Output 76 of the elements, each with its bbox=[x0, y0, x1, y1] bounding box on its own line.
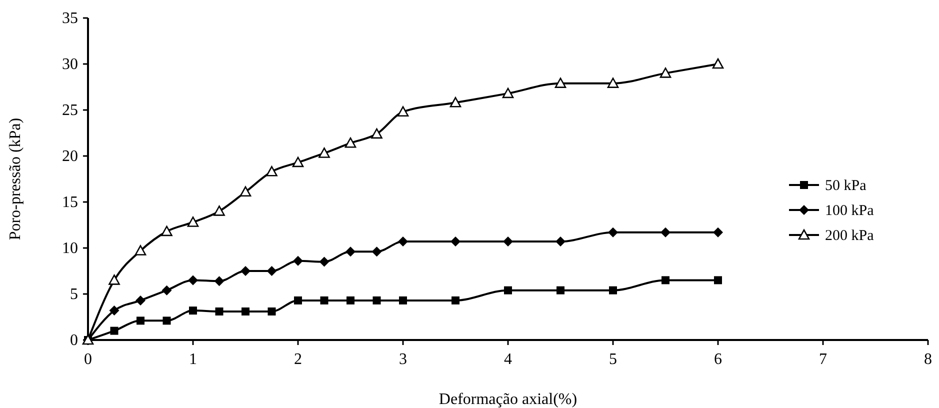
point bbox=[452, 296, 460, 304]
x-tick-label: 0 bbox=[84, 351, 92, 368]
x-tick-label: 7 bbox=[819, 351, 827, 368]
point bbox=[346, 296, 354, 304]
point bbox=[162, 285, 172, 296]
y-tick-label: 5 bbox=[70, 286, 78, 303]
point bbox=[214, 206, 225, 216]
legend-label: 100 kPa bbox=[825, 203, 874, 219]
legend-label: 50 kPa bbox=[825, 178, 867, 194]
point bbox=[266, 266, 277, 276]
x-tick-label: 6 bbox=[714, 351, 722, 368]
point bbox=[108, 274, 120, 285]
x-tick-label: 5 bbox=[609, 351, 617, 368]
point bbox=[320, 296, 328, 304]
x-tick-label: 8 bbox=[924, 351, 932, 368]
point bbox=[268, 307, 276, 316]
point bbox=[109, 306, 120, 316]
point bbox=[318, 148, 330, 158]
point bbox=[214, 276, 224, 286]
point bbox=[556, 286, 564, 294]
y-tick-label: 25 bbox=[62, 102, 78, 119]
point bbox=[136, 295, 146, 306]
point bbox=[713, 227, 723, 238]
point bbox=[292, 156, 304, 168]
point bbox=[294, 296, 302, 304]
y-axis-title: Poro-pressão (kPa) bbox=[7, 118, 24, 240]
point bbox=[399, 296, 407, 304]
point bbox=[371, 128, 382, 139]
point bbox=[346, 246, 356, 257]
point bbox=[240, 266, 250, 276]
point bbox=[660, 68, 672, 78]
x-tick-label: 2 bbox=[294, 351, 302, 368]
point bbox=[136, 316, 144, 325]
point bbox=[215, 307, 224, 316]
y-tick-label: 35 bbox=[62, 10, 78, 27]
point bbox=[372, 296, 381, 304]
point bbox=[187, 216, 199, 227]
point bbox=[189, 306, 197, 315]
x-tick-label: 4 bbox=[504, 351, 512, 368]
point bbox=[134, 245, 146, 256]
y-tick-label: 0 bbox=[70, 332, 78, 349]
point bbox=[450, 236, 460, 247]
point bbox=[398, 236, 408, 247]
x-tick-label: 3 bbox=[399, 351, 407, 368]
y-tick-label: 20 bbox=[62, 148, 78, 165]
point bbox=[502, 88, 514, 98]
point bbox=[504, 286, 512, 294]
point bbox=[266, 166, 278, 176]
point bbox=[554, 78, 566, 88]
point bbox=[188, 275, 198, 286]
y-tick-label: 15 bbox=[62, 194, 78, 211]
point bbox=[450, 96, 462, 108]
point bbox=[607, 78, 619, 88]
point bbox=[240, 186, 252, 197]
point bbox=[503, 236, 513, 247]
y-tick-label: 30 bbox=[62, 56, 78, 73]
point bbox=[319, 256, 330, 267]
point bbox=[660, 227, 670, 238]
point bbox=[293, 256, 303, 266]
point bbox=[608, 227, 618, 238]
point bbox=[714, 276, 722, 284]
x-tick-label: 1 bbox=[189, 351, 197, 368]
point bbox=[242, 307, 250, 316]
point bbox=[161, 226, 172, 236]
point bbox=[662, 276, 670, 284]
point bbox=[372, 246, 382, 257]
point bbox=[556, 236, 566, 247]
point bbox=[110, 326, 118, 335]
x-axis-title: Deformação axial(%) bbox=[438, 391, 578, 408]
y-tick-label: 10 bbox=[62, 240, 78, 257]
point bbox=[344, 137, 356, 148]
point bbox=[162, 316, 171, 325]
point bbox=[712, 58, 724, 69]
legend-label: 200 kPa bbox=[825, 228, 874, 244]
point bbox=[397, 106, 409, 116]
point bbox=[609, 286, 617, 294]
